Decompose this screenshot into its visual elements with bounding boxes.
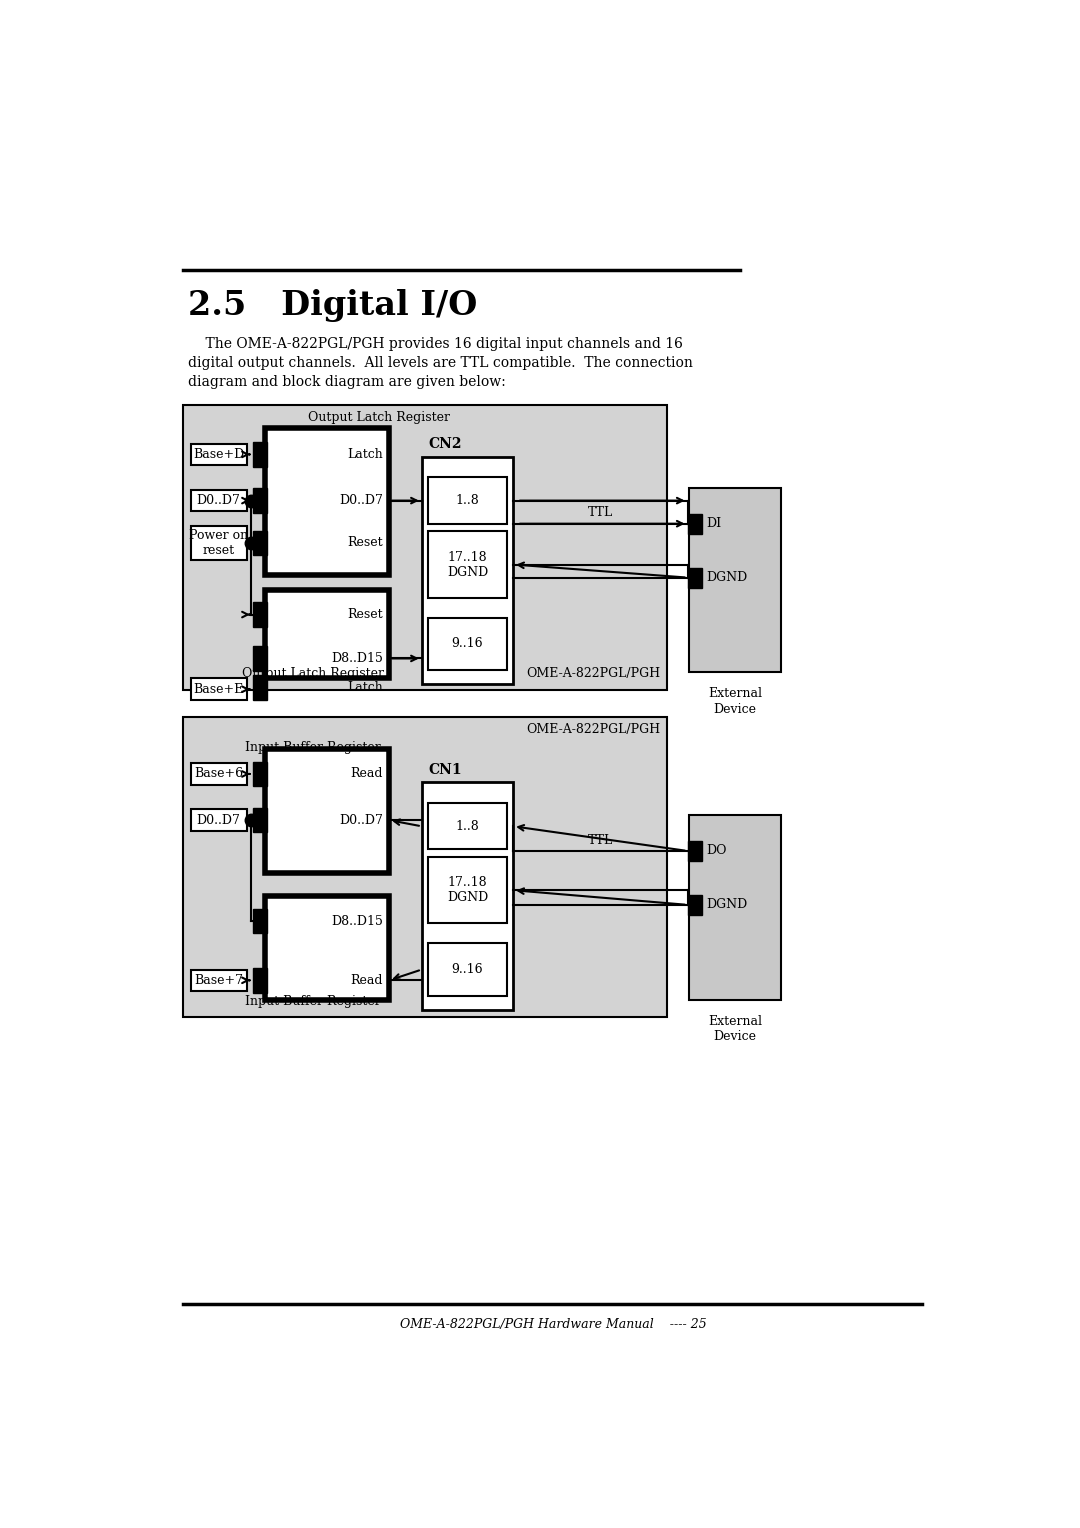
Bar	[688, 567, 702, 588]
Text: TTL: TTL	[588, 834, 612, 847]
Text: DI: DI	[706, 516, 721, 530]
Bar	[428, 857, 507, 923]
Text: 9..16: 9..16	[451, 637, 483, 651]
Bar	[253, 530, 267, 555]
Bar	[191, 526, 246, 559]
Text: diagram and block diagram are given below:: diagram and block diagram are given belo…	[188, 374, 505, 390]
Bar	[689, 487, 781, 672]
Text: Base+E: Base+E	[193, 683, 244, 695]
Text: DGND: DGND	[706, 571, 747, 584]
Bar	[253, 761, 267, 787]
Bar	[253, 602, 267, 626]
Text: Output Latch Register: Output Latch Register	[308, 411, 449, 423]
Text: Device: Device	[714, 1030, 756, 1044]
Text: D0..D7: D0..D7	[339, 813, 383, 827]
Bar	[253, 969, 267, 993]
Text: D8..D15: D8..D15	[332, 652, 383, 665]
Bar	[266, 428, 389, 575]
Text: CN1: CN1	[428, 762, 462, 778]
Bar	[253, 909, 267, 934]
Bar	[689, 814, 781, 999]
Bar	[191, 443, 246, 465]
Text: The OME-A-822PGL/PGH provides 16 digital input channels and 16: The OME-A-822PGL/PGH provides 16 digital…	[188, 336, 683, 350]
Bar	[428, 477, 507, 524]
Text: Base+D: Base+D	[193, 448, 244, 461]
Bar	[253, 808, 267, 833]
Text: Device: Device	[714, 703, 756, 715]
Text: TTL: TTL	[588, 506, 612, 520]
Text: External: External	[707, 688, 761, 700]
Text: Power on
reset: Power on reset	[189, 529, 248, 556]
Bar	[266, 749, 389, 872]
Bar	[253, 442, 267, 466]
Text: D0..D7: D0..D7	[197, 494, 241, 507]
Bar	[183, 405, 667, 691]
Bar	[428, 804, 507, 850]
Text: DO: DO	[706, 845, 727, 857]
Bar	[428, 943, 507, 996]
Text: Input Buffer Register: Input Buffer Register	[245, 741, 381, 755]
Bar	[253, 489, 267, 513]
Text: Read: Read	[351, 973, 383, 987]
Text: D8..D15: D8..D15	[332, 915, 383, 927]
Text: CN2: CN2	[429, 437, 462, 451]
Text: 1..8: 1..8	[456, 821, 480, 833]
Text: Latch: Latch	[348, 448, 383, 461]
Text: Reset: Reset	[348, 536, 383, 550]
Bar	[191, 810, 246, 831]
Bar	[191, 490, 246, 512]
Text: 17..18
DGND: 17..18 DGND	[447, 876, 488, 905]
Text: OME-A-822PGL/PGH: OME-A-822PGL/PGH	[527, 666, 661, 680]
Bar	[266, 590, 389, 678]
Text: 2.5   Digital I/O: 2.5 Digital I/O	[188, 289, 477, 321]
Text: digital output channels.  All levels are TTL compatible.  The connection: digital output channels. All levels are …	[188, 356, 692, 370]
Text: Output Latch Register: Output Latch Register	[242, 666, 384, 680]
Bar	[253, 675, 267, 700]
Text: OME-A-822PGL/PGH: OME-A-822PGL/PGH	[527, 723, 661, 736]
Bar	[191, 970, 246, 992]
Bar	[191, 762, 246, 785]
Bar	[428, 532, 507, 597]
Bar	[191, 678, 246, 700]
Bar	[253, 646, 267, 671]
Text: Input Buffer Register: Input Buffer Register	[245, 995, 381, 1008]
Text: DGND: DGND	[706, 898, 747, 911]
Bar	[688, 895, 702, 915]
Text: Base+6: Base+6	[194, 767, 243, 781]
Text: OME-A-822PGL/PGH Hardware Manual    ---- 25: OME-A-822PGL/PGH Hardware Manual ---- 25	[400, 1319, 707, 1331]
Text: 1..8: 1..8	[456, 494, 480, 507]
Text: Latch: Latch	[348, 681, 383, 694]
Text: 17..18
DGND: 17..18 DGND	[447, 550, 488, 579]
Text: Read: Read	[351, 767, 383, 781]
Bar	[266, 897, 389, 1001]
Text: Reset: Reset	[348, 608, 383, 620]
Text: Base+7: Base+7	[194, 973, 243, 987]
Text: D0..D7: D0..D7	[197, 813, 241, 827]
Bar	[688, 840, 702, 860]
Text: 9..16: 9..16	[451, 963, 483, 976]
Bar	[422, 457, 513, 685]
Text: External: External	[707, 1015, 761, 1028]
Text: D0..D7: D0..D7	[339, 494, 383, 507]
Bar	[688, 513, 702, 533]
Bar	[183, 717, 667, 1018]
Bar	[422, 782, 513, 1010]
Bar	[428, 617, 507, 669]
